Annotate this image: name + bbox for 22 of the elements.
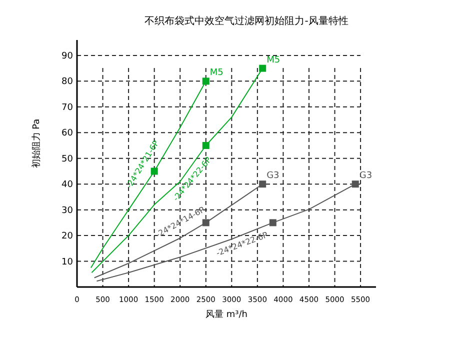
point [259,180,266,188]
y-tick-label: 70 [62,102,74,113]
y-tick-label: 10 [62,257,74,268]
point [202,78,210,85]
point [202,142,210,149]
point [269,219,276,226]
y-tick-label: 50 [62,154,74,164]
y-tick-label: 30 [62,206,74,216]
y-tick-label: 20 [62,232,74,242]
x-axis-title: 风量 m³/h [206,309,248,320]
annotation: G3 [359,171,372,182]
y-tick-label: 80 [62,77,74,88]
y-tick-label: 90 [62,51,74,62]
point [259,64,266,72]
annotation: M5 [210,68,224,78]
annotation: M5 [266,55,280,66]
y-tick-label: 40 [62,180,74,190]
chart-title: 不织布袋式中效空气过滤网初始阻力-风量特性 [144,15,348,27]
point [352,180,359,188]
y-axis-title: 初始阻力 Pa [31,118,42,168]
y-tick-label: 60 [62,128,74,139]
annotation: G3 [266,171,280,182]
